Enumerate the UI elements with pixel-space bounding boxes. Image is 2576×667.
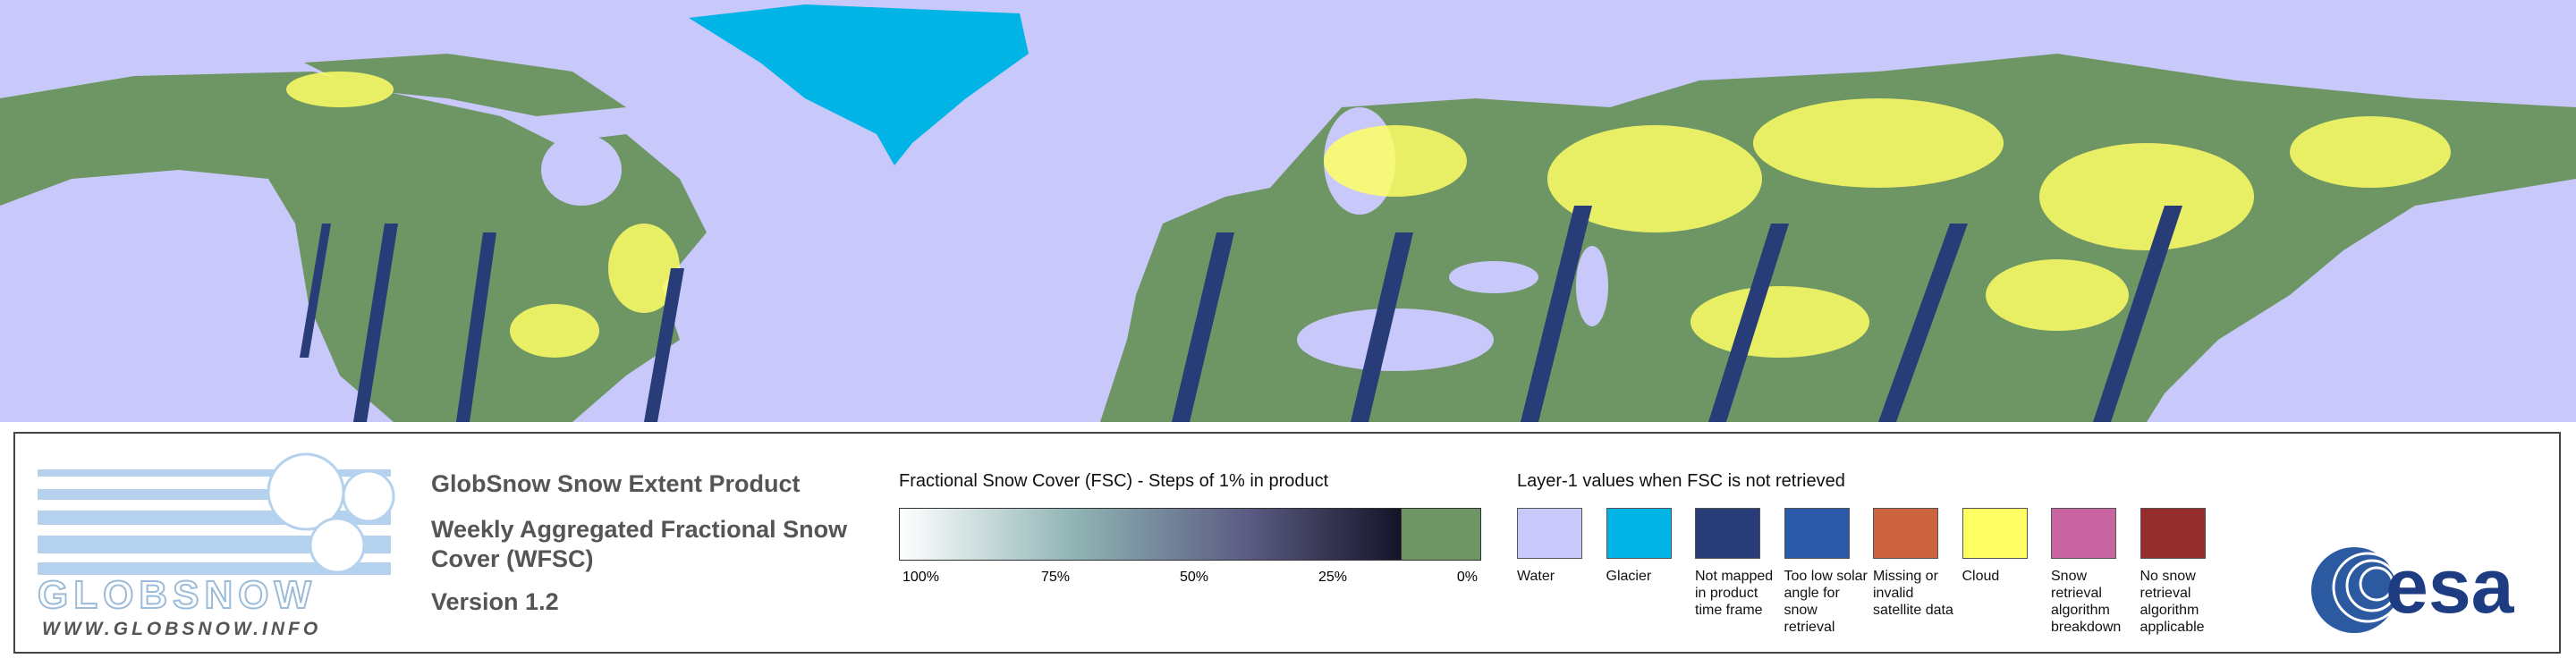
legend-swatch — [1784, 508, 1850, 559]
greenland — [689, 4, 1029, 165]
hudson-bay — [541, 134, 622, 206]
logo-text: GLOBSNOW — [38, 573, 317, 617]
legend-swatch — [1606, 508, 1672, 559]
fsc-title: Fractional Snow Cover (FSC) - Steps of 1… — [899, 471, 1329, 491]
legend-swatch — [1873, 508, 1938, 559]
fsc-tick-label: 75% — [1041, 570, 1071, 585]
fsc-tick-label: 50% — [1180, 570, 1209, 585]
legend-swatch — [1962, 508, 2028, 559]
legend-swatch — [1695, 508, 1760, 559]
black-sea — [1449, 261, 1538, 293]
fsc-tick-label: 0% — [1456, 570, 1478, 585]
legend-label: Missing or invalid satellite data — [1873, 569, 1953, 618]
arctic-islands — [304, 54, 626, 116]
legend-label: Cloud — [1962, 569, 2000, 584]
fsc-tick-label: 25% — [1318, 570, 1348, 585]
legend-swatch — [2140, 508, 2206, 559]
legend-label: Glacier — [1606, 569, 1652, 584]
legend-swatch — [2051, 508, 2116, 559]
fsc-gradient — [899, 508, 1402, 561]
map — [0, 0, 2576, 422]
legend-label: No snow retrieval algorithm applicable — [2140, 569, 2205, 635]
layer1-title: Layer-1 values when FSC is not retrieved — [1517, 471, 1845, 491]
legend-label: Snow retrieval algorithm breakdown — [2051, 569, 2122, 635]
product-subtitle: Weekly Aggregated Fractional Snow Cover … — [431, 516, 848, 572]
esa-logo: esa — [2311, 544, 2515, 633]
esa-text: esa — [2385, 544, 2515, 629]
caspian-sea — [1576, 246, 1608, 326]
logo-url: WWW.GLOBSNOW.INFO — [42, 619, 321, 639]
globsnow-logo: GLOBSNOW WWW.GLOBSNOW.INFO — [38, 452, 395, 639]
legend-label: Too low solar angle for snow retrieval — [1784, 569, 1868, 635]
legend-panel: GLOBSNOW WWW.GLOBSNOW.INFO GlobSnow Snow… — [13, 432, 2561, 654]
legend-label: Water — [1517, 569, 1555, 584]
product-version: Version 1.2 — [431, 588, 559, 615]
mediterranean — [1297, 308, 1494, 371]
fsc-zero-swatch — [1401, 508, 1481, 561]
legend-swatch — [1517, 508, 1582, 559]
fsc-tick-label: 100% — [902, 570, 939, 585]
legend-label: Not mapped in product time frame — [1695, 569, 1774, 618]
product-title: GlobSnow Snow Extent Product — [431, 470, 801, 497]
unmapped-stripes — [300, 206, 2182, 422]
